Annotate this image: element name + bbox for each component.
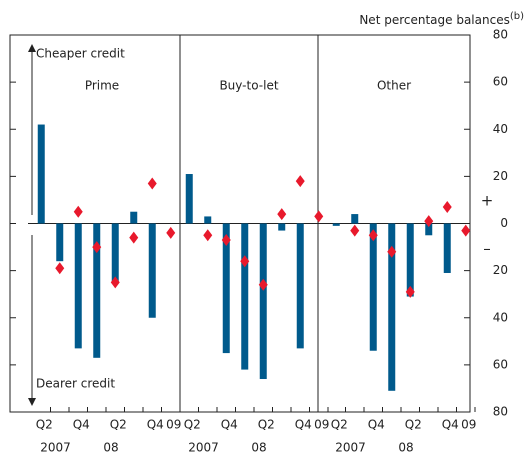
sign: + [481,192,494,210]
y-tick-label: 40 [493,122,508,136]
bar [204,216,212,224]
x-tick-label: Q4 [147,418,164,432]
bar [296,223,304,349]
x-tick-label: 09 [461,418,476,432]
axis-label: Net percentage balances(b) [359,11,524,27]
x-year-label: 08 [251,441,266,455]
axis-label-text: Net percentage balances [359,13,510,27]
diamond [147,177,157,190]
y-tick-label: 20 [493,263,508,277]
x-year-label: 2007 [335,441,366,455]
x-tick-label: Q4 [295,418,312,432]
x-tick-label: 09 [314,418,329,432]
panel-title: Other [377,79,411,93]
bar [130,211,138,224]
bar [74,223,82,349]
bar [241,223,249,370]
diamond [424,215,434,228]
diamond [314,210,324,223]
diamond [55,262,65,275]
x-tick-label: Q2 [405,418,422,432]
x-year-label: 2007 [40,441,71,455]
bar [351,214,359,224]
bar [148,223,156,318]
diamond [73,205,83,218]
y-tick-label: 40 [493,310,508,324]
diamond [203,229,213,242]
diamond [350,224,360,237]
bar [443,223,451,273]
panel-title: Buy-to-let [219,79,278,93]
y-tick-label: 0 [500,216,508,230]
diamond [221,233,231,246]
diamond [166,226,176,239]
bar [388,223,396,391]
y-tick-label: 80 [493,405,508,419]
diamond [240,255,250,268]
diamond [110,276,120,289]
bar [278,223,286,231]
axis-label-note: (b) [510,11,524,22]
diamond [368,229,378,242]
x-tick-label: Q2 [331,418,348,432]
y-tick-label: 60 [493,357,508,371]
diamond [277,208,287,221]
y-tick-label: 20 [493,169,508,183]
bar [185,174,193,224]
bar [259,223,267,380]
x-tick-label: Q4 [442,418,459,432]
annotation: Dearer credit [36,377,115,391]
y-tick-label: 60 [493,75,508,89]
bar [369,223,377,351]
diamond [92,241,102,254]
x-tick-label: Q4 [368,418,385,432]
diamond [129,231,139,244]
x-tick-label: Q2 [184,418,201,432]
diamond [258,278,268,291]
x-tick-label: 09 [166,418,181,432]
x-tick-label: Q2 [110,418,127,432]
y-tick-label: 80 [493,28,508,42]
bar [425,223,433,236]
diamond [387,245,397,258]
bar [111,223,119,283]
bar [93,223,101,358]
x-tick-label: Q2 [36,418,53,432]
diamond [461,224,471,237]
bar [406,223,414,297]
x-year-label: 08 [398,441,413,455]
x-tick-label: Q4 [73,418,90,432]
sign: – [483,240,491,258]
x-year-label: 08 [103,441,118,455]
bar [332,223,340,226]
x-year-label: 2007 [188,441,219,455]
diamond [405,285,415,298]
bar [222,223,230,354]
x-tick-label: Q4 [221,418,238,432]
diamond [442,201,452,214]
x-tick-label: Q2 [258,418,275,432]
panel-title: Prime [85,79,119,93]
bar [37,124,45,224]
bar [56,223,64,262]
diamond [295,175,305,188]
annotation: Cheaper credit [36,47,125,61]
